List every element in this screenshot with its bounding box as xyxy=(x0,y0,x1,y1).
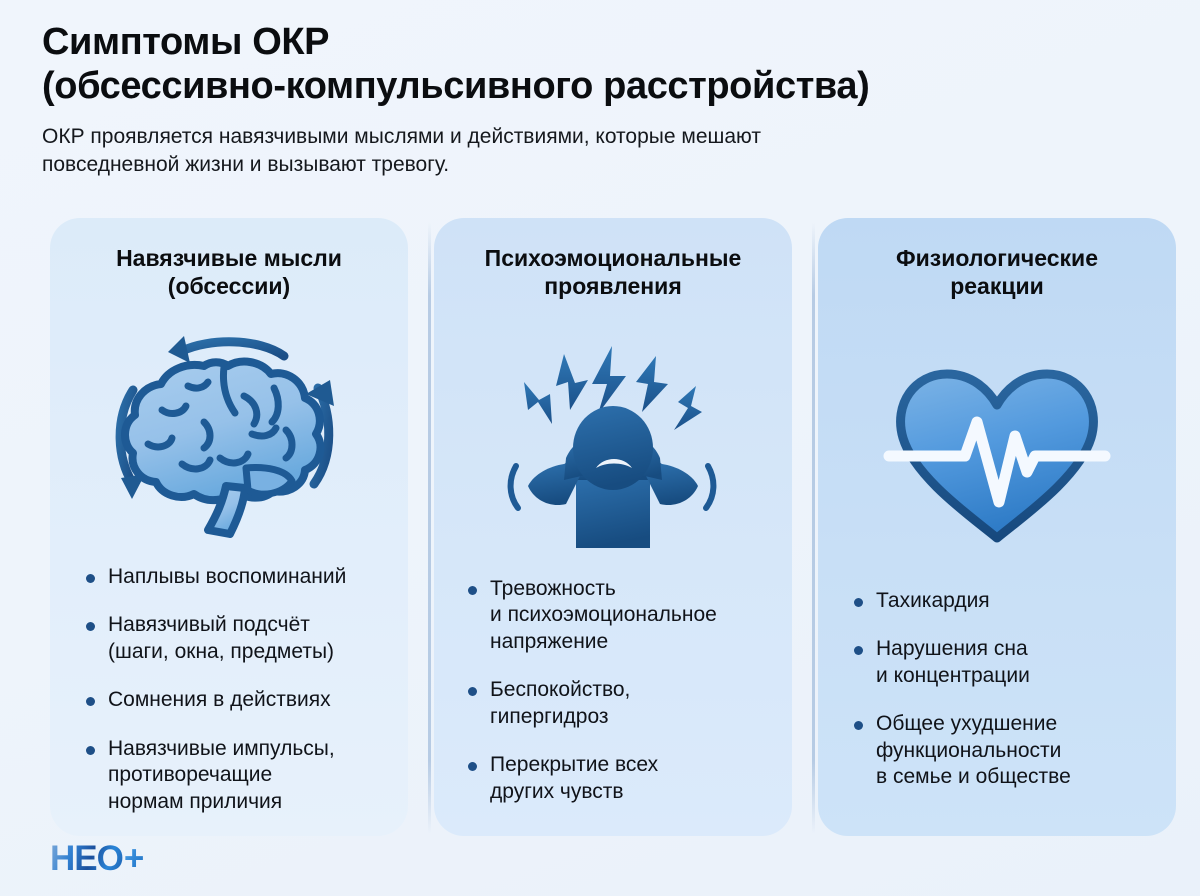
list-item: Сомнения в действиях xyxy=(84,687,384,713)
ecg-pulse-line xyxy=(883,416,1111,508)
cards-row: Навязчивые мысли (обсессии) xyxy=(50,218,1200,836)
stressed-person-icon xyxy=(454,320,772,572)
list-item: Общее ухудшение функциональности в семье… xyxy=(852,711,1152,790)
list-item: Нарушения сна и концентрации xyxy=(852,636,1152,689)
shake-arcs xyxy=(507,463,717,511)
card-divider-2 xyxy=(812,222,815,834)
loop-arrow-top-head xyxy=(168,336,190,363)
loop-arrow-top xyxy=(177,337,289,361)
loop-arrow-right-head xyxy=(306,380,334,406)
list-item: Беспокойство, гипергидроз xyxy=(466,677,768,730)
lightning-bolts xyxy=(524,346,702,430)
brain-shape xyxy=(121,357,325,538)
head xyxy=(573,406,653,490)
page-subtitle: ОКР проявляется навязчивыми мыслями и де… xyxy=(42,124,761,176)
logo-plus-icon: + xyxy=(123,839,145,878)
list-item: Тахикардия xyxy=(852,588,1152,614)
brand-logo: НЕО + xyxy=(50,841,144,876)
list-item: Тревожность и психоэмоциональное напряже… xyxy=(466,576,768,655)
torso xyxy=(576,476,650,548)
list-item: Перекрытие всех других чувств xyxy=(466,752,768,805)
logo-text: НЕО xyxy=(50,839,124,878)
heart-shape xyxy=(896,369,1098,543)
list-item: Навязчивый подсчёт (шаги, окна, предметы… xyxy=(84,612,384,665)
frown-mouth xyxy=(596,459,632,468)
card-title: Психоэмоциональные проявления xyxy=(484,245,742,300)
loop-arrow-left xyxy=(115,385,138,487)
symptom-list: Тревожность и психоэмоциональное напряже… xyxy=(454,576,772,805)
symptom-list: Тахикардия Нарушения сна и концентрации … xyxy=(838,588,1156,791)
page-title: Симптомы ОКР (обсессивно-компульсивного … xyxy=(42,21,870,108)
symptom-list: Наплывы воспоминаний Навязчивый подсчёт … xyxy=(70,564,388,815)
card-obsessive-thoughts: Навязчивые мысли (обсессии) xyxy=(50,218,408,836)
list-item: Навязчивые импульсы, противоречащие норм… xyxy=(84,736,384,815)
card-physiological: Физиологические реакции xyxy=(818,218,1176,836)
card-title: Физиологические реакции xyxy=(896,245,1098,300)
card-title: Навязчивые мысли (обсессии) xyxy=(116,245,342,300)
list-item: Наплывы воспоминаний xyxy=(84,564,384,590)
heart-pulse-icon xyxy=(838,332,1156,584)
loop-arrow-left-head xyxy=(121,474,145,499)
card-psychoemotional: Психоэмоциональные проявления xyxy=(434,218,792,836)
header: Симптомы ОКР (обсессивно-компульсивного … xyxy=(42,20,1152,178)
card-divider-1 xyxy=(428,222,431,834)
brain-loop-icon xyxy=(70,308,388,560)
